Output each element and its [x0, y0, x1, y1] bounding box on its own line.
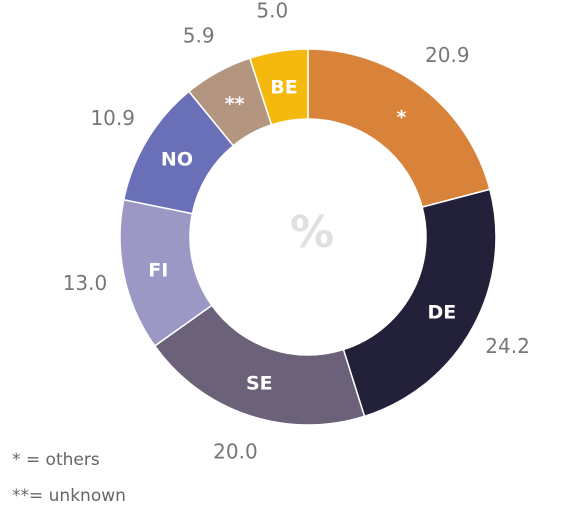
center-label: % [290, 207, 334, 258]
value-label: 20.9 [425, 43, 470, 67]
segment-label: BE [270, 76, 297, 98]
value-label: 5.0 [256, 0, 288, 22]
segment [342, 188, 497, 418]
legend-note: **= unknown [12, 486, 126, 506]
segment-label: FI [148, 259, 168, 281]
segment-label: * [397, 106, 407, 128]
value-label: 20.0 [213, 440, 258, 464]
segment-label: DE [428, 301, 457, 323]
value-label: 24.2 [485, 334, 530, 358]
legend-note: * = others [12, 450, 100, 470]
segment-label: SE [246, 373, 273, 395]
value-label: 5.9 [183, 23, 215, 47]
segment-label: ** [225, 93, 245, 115]
value-label: 10.9 [90, 106, 135, 130]
segment [248, 48, 309, 126]
value-label: 13.0 [63, 271, 108, 295]
segment-label: NO [161, 149, 193, 171]
